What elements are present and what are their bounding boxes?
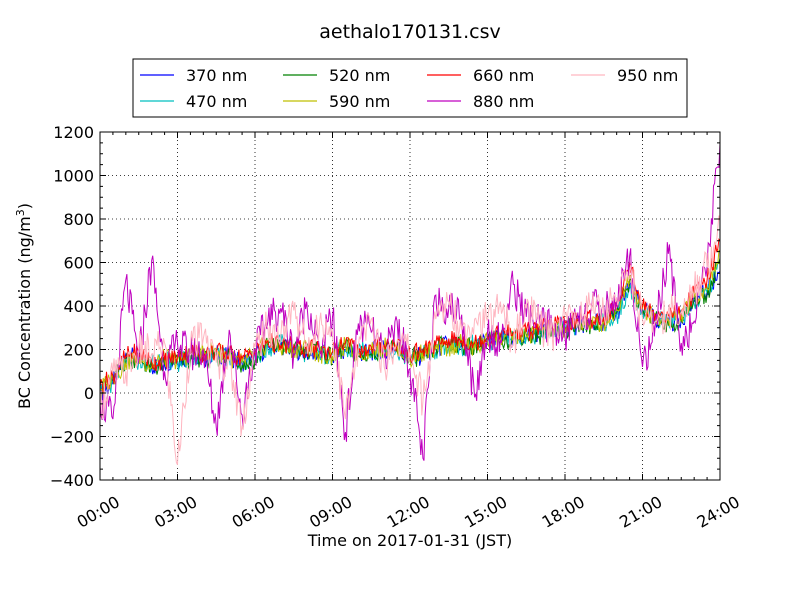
y-axis-title: BC Concentration (ng/m3)	[14, 203, 34, 409]
series-lines	[99, 142, 721, 466]
y-tick-label: 1200	[53, 123, 94, 142]
legend-label: 880 nm	[473, 92, 534, 111]
x-tick-label: 15:00	[461, 492, 510, 532]
y-tick-label: −400	[50, 471, 94, 490]
y-tick-label: 600	[63, 254, 94, 273]
chart-title: aethalo170131.csv	[319, 21, 501, 43]
y-tick-label: −200	[50, 428, 94, 447]
legend-label: 660 nm	[473, 66, 534, 85]
legend-label: 370 nm	[186, 66, 247, 85]
y-axis-title-sup: 3	[14, 209, 27, 216]
x-tick-label: 24:00	[694, 492, 743, 532]
grid	[100, 132, 720, 480]
x-tick-label: 12:00	[384, 492, 433, 532]
y-tick-label: 1000	[53, 167, 94, 186]
x-tick-label: 06:00	[229, 492, 278, 532]
x-tick-label: 21:00	[616, 492, 665, 532]
legend-label: 470 nm	[186, 92, 247, 111]
x-axis-title: Time on 2017-01-31 (JST)	[307, 531, 512, 550]
series-line-950-nm	[99, 215, 721, 466]
y-tick-label: 0	[84, 384, 94, 403]
x-tick-label: 00:00	[74, 492, 123, 532]
x-tick-label: 09:00	[306, 492, 355, 532]
y-axis-title-main: BC Concentration (ng/m	[15, 216, 34, 409]
legend-frame	[132, 58, 688, 118]
legend: 370 nm 470 nm 520 nm 590 nm 660 nm 880 nm 950 …	[132, 58, 688, 118]
ticks	[99, 131, 721, 481]
legend-label: 950 nm	[617, 66, 678, 85]
tick-labels: 00:00 03:00 06:00 09:00 12:00 15:00 18:00 21:00…	[50, 123, 743, 532]
x-tick-label: 18:00	[539, 492, 588, 532]
legend-label: 520 nm	[329, 66, 390, 85]
y-tick-label: 800	[63, 210, 94, 229]
y-tick-label: 200	[63, 341, 94, 360]
x-tick-label: 03:00	[151, 492, 200, 532]
y-axis-title-close: )	[15, 203, 34, 209]
y-tick-label: 400	[63, 297, 94, 316]
legend-label: 590 nm	[329, 92, 390, 111]
